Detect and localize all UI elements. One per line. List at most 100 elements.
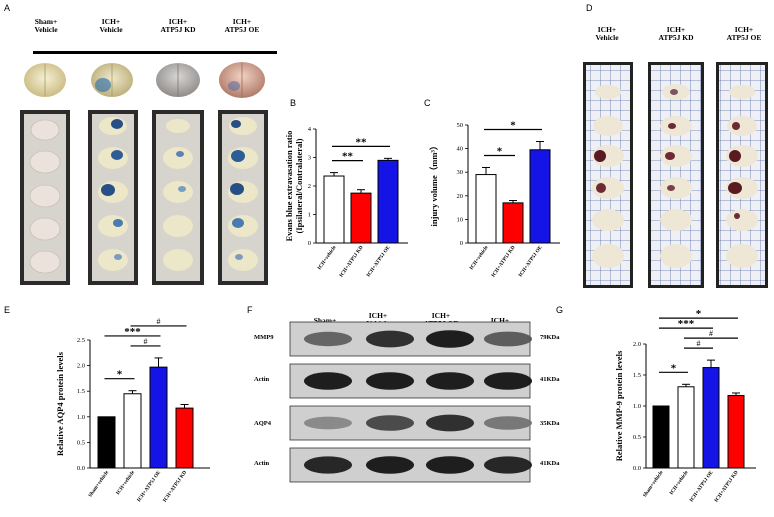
blot-row-3 <box>289 405 532 441</box>
y-axis-label: Relative AQP4 protein levels <box>55 351 65 456</box>
panel-a-divider <box>33 51 277 54</box>
y-tick-label: 0.5 <box>633 434 641 441</box>
blot-band <box>304 372 352 390</box>
blot-band <box>426 372 474 390</box>
panel-a-images <box>20 62 268 285</box>
blot-band <box>484 331 532 347</box>
panel-a-group-3: ICH+ ATP5J KD <box>160 17 196 34</box>
y-tick-label: 4 <box>308 126 312 133</box>
panel-a-group-1: Sham+ Vehicle <box>34 17 58 34</box>
chart-b: 0 1 2 3 4 Evans blue extravasation ratio(Ipsi… <box>284 126 408 278</box>
bar <box>97 416 116 469</box>
blot-row-4 <box>289 447 532 483</box>
panel-d-group-1: ICH+ Vehicle <box>595 25 619 42</box>
blot-band <box>484 416 532 430</box>
blot-row-2 <box>289 363 532 399</box>
slice-column-atp5j-kd <box>152 110 204 285</box>
significance-label: # <box>157 317 161 326</box>
panel-d-column-oe <box>716 62 768 288</box>
y-tick-label: 0 <box>460 240 463 247</box>
y-axis-label: Evans blue extravasation ratio(Ipsilater… <box>284 131 304 242</box>
whole-brain-4 <box>219 62 265 98</box>
panel-letter-b: B <box>290 98 297 108</box>
panel-d-column-vehicle <box>583 62 633 288</box>
panel-a-group-2: ICH+ Vehicle <box>99 17 123 34</box>
significance-label: * <box>510 120 516 132</box>
panel-letter-d: D <box>586 3 593 13</box>
blot-band <box>426 456 474 474</box>
y-tick-label: 50 <box>457 122 464 129</box>
blot-band <box>426 330 474 348</box>
significance-label: ** <box>356 136 368 148</box>
significance-label: # <box>697 339 701 348</box>
blot-row-label-1: MMP9 <box>254 334 274 341</box>
slice-column-sham <box>20 110 70 285</box>
significance-label: # <box>709 329 713 338</box>
panel-d-group-2: ICH+ ATP5J KD <box>658 25 694 42</box>
panel-d-column-kd <box>648 62 704 288</box>
significance-label: * <box>671 362 677 374</box>
significance-label: * <box>696 308 702 320</box>
y-tick-label: 0.5 <box>77 439 85 446</box>
y-tick-label: 3 <box>308 155 311 162</box>
y-tick-label: 0 <box>308 240 311 247</box>
significance-label: *** <box>678 318 695 330</box>
y-axis-label: injury volume（mm³） <box>429 142 439 227</box>
y-tick-label: 1.5 <box>77 388 85 395</box>
panel-a-group-4: ICH+ ATP5J OE <box>224 17 260 34</box>
y-tick-label: 30 <box>457 169 464 176</box>
blot-band <box>304 416 352 430</box>
panel-letter-a: A <box>4 3 11 13</box>
y-tick-label: 1.5 <box>633 372 641 379</box>
blot-band <box>366 372 414 390</box>
blot-row-label-2: Actin <box>254 376 270 383</box>
panel-d-images <box>583 62 768 288</box>
significance-label: *** <box>124 326 141 338</box>
panel-letter-e: E <box>4 305 11 315</box>
blot-band <box>366 415 414 431</box>
panel-d-group-3: ICH+ ATP5J OE <box>726 25 762 42</box>
blot-row-label-4: Actin <box>254 460 270 467</box>
significance-label: * <box>497 145 503 157</box>
blot-kda-1: 79KDa <box>540 334 560 341</box>
y-tick-label: 1.0 <box>633 403 641 410</box>
blot-band <box>304 456 352 474</box>
y-tick-label: 2.5 <box>77 337 85 344</box>
blot-band <box>366 330 414 348</box>
whole-brain-1 <box>24 63 66 97</box>
significance-label: * <box>117 369 123 381</box>
blot-band <box>304 331 352 347</box>
whole-brain-3 <box>156 63 200 97</box>
blot-band <box>366 456 414 474</box>
bar <box>652 405 670 469</box>
blot-kda-4: 41KDa <box>540 460 560 467</box>
slice-column-ich-vehicle <box>88 110 138 285</box>
y-tick-label: 20 <box>457 193 464 200</box>
y-tick-label: 0.0 <box>633 465 641 472</box>
panel-letter-g: G <box>556 305 564 315</box>
whole-brain-2 <box>91 63 133 97</box>
blot-kda-3: 35KDa <box>540 420 560 427</box>
y-tick-label: 0.0 <box>77 465 85 472</box>
y-axis-label: Relative MMP-9 protein levels <box>614 350 624 461</box>
blot-row-1 <box>289 321 532 357</box>
blot-band <box>426 414 474 432</box>
y-tick-label: 2 <box>308 183 311 190</box>
blot-band <box>484 372 532 390</box>
significance-label: # <box>144 337 148 346</box>
y-tick-label: 2.0 <box>77 363 85 370</box>
panel-letter-f: F <box>247 305 253 315</box>
y-tick-label: 1 <box>308 212 311 219</box>
y-tick-label: 1.0 <box>77 414 85 421</box>
y-tick-label: 2.0 <box>633 341 641 348</box>
panel-letter-c: C <box>424 98 431 108</box>
blot-kda-2: 41KDa <box>540 376 560 383</box>
blot-row-label-3: AQP4 <box>254 420 271 427</box>
blot-band <box>484 456 532 474</box>
y-tick-label: 40 <box>457 146 464 153</box>
slice-column-atp5j-oe <box>218 110 268 285</box>
y-tick-label: 10 <box>457 216 464 223</box>
